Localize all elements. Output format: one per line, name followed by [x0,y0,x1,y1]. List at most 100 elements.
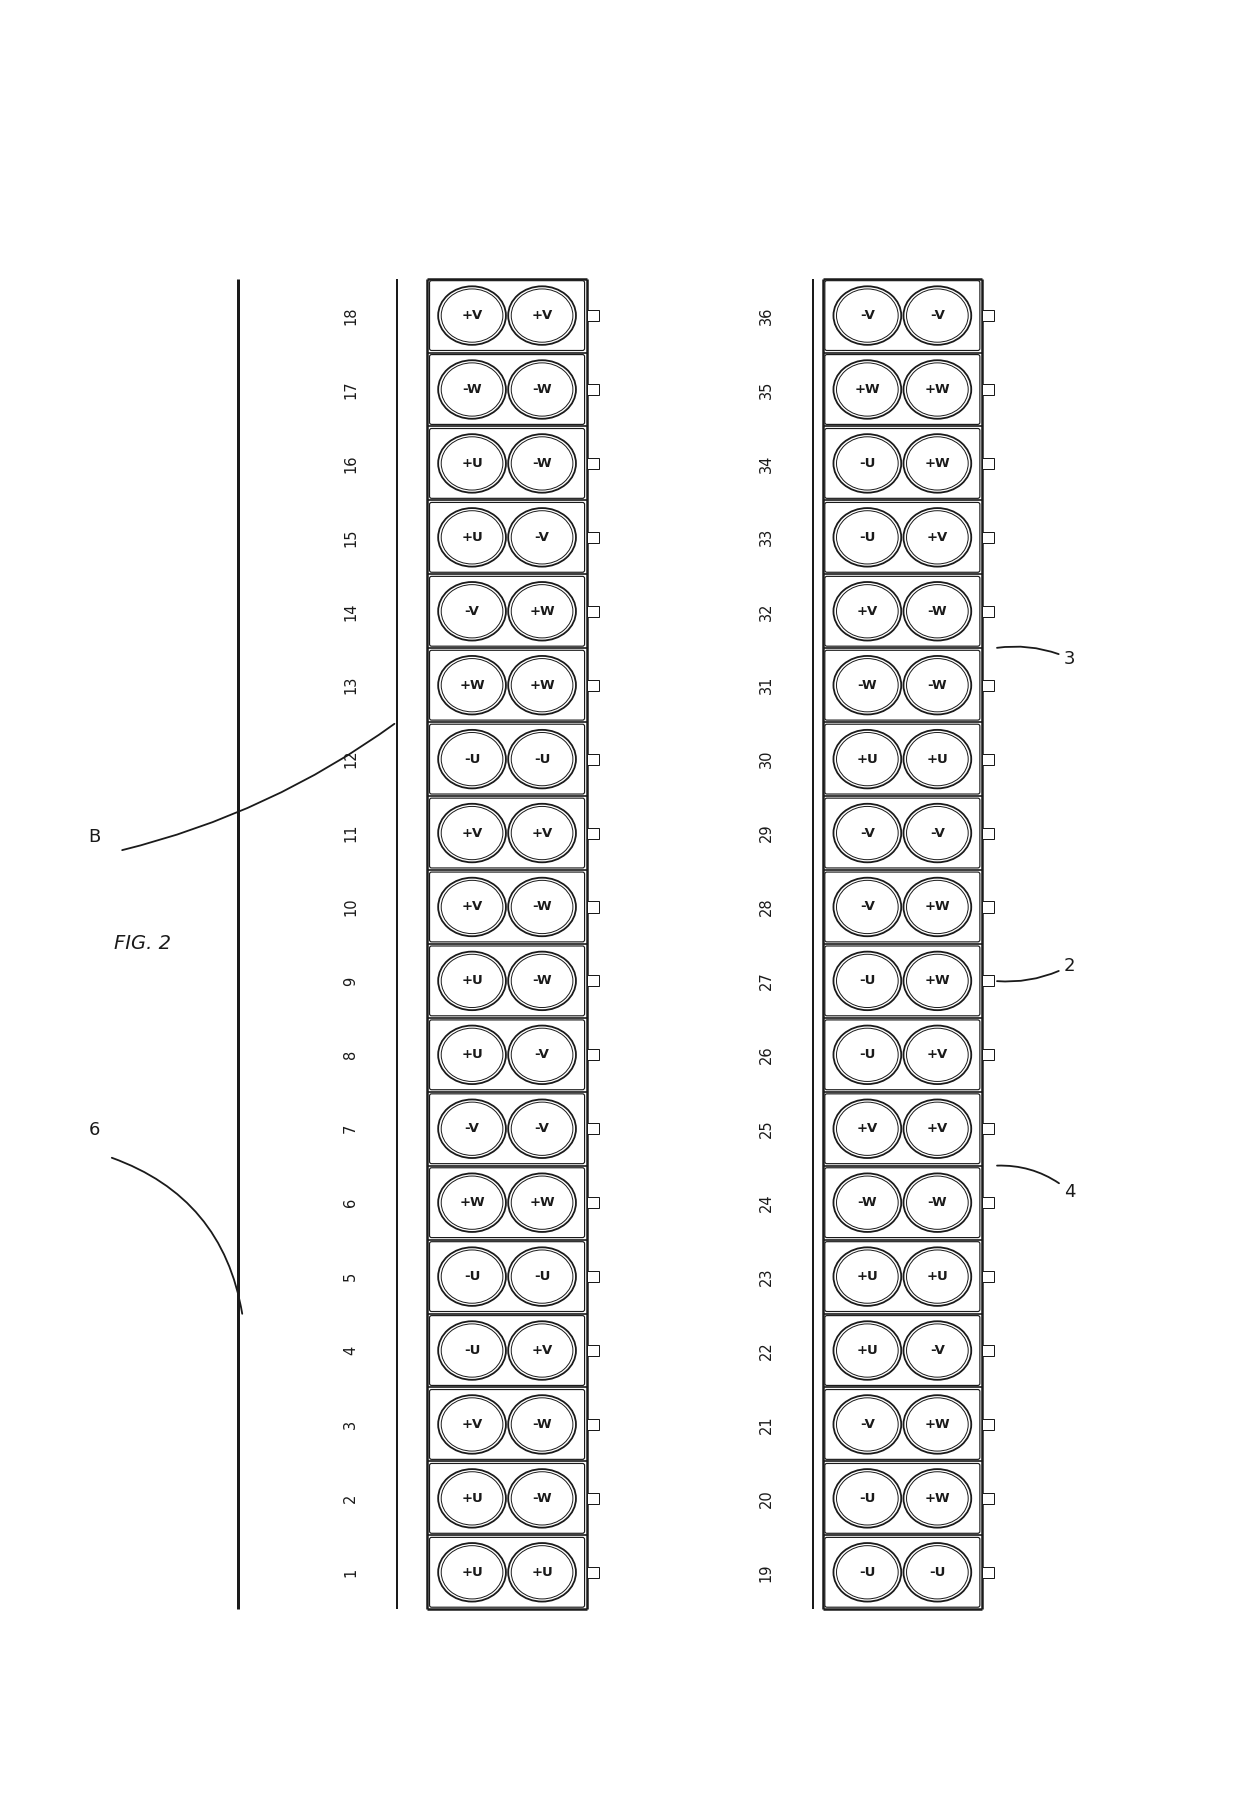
Ellipse shape [906,659,968,712]
Text: -W: -W [532,1493,552,1505]
Ellipse shape [508,1026,575,1084]
Text: +V: +V [532,826,553,839]
Ellipse shape [438,287,506,345]
Text: -V: -V [930,309,945,321]
Ellipse shape [904,1026,971,1084]
Ellipse shape [904,360,971,419]
Ellipse shape [904,434,971,492]
Bar [982,532,994,543]
Ellipse shape [438,581,506,641]
Text: 7: 7 [343,1124,358,1133]
FancyBboxPatch shape [429,503,584,572]
Text: +U: +U [461,1048,482,1061]
Ellipse shape [837,1545,898,1598]
Ellipse shape [511,438,573,490]
Ellipse shape [833,656,901,714]
Ellipse shape [904,1322,971,1380]
Text: 16: 16 [343,454,358,472]
Text: 26: 26 [759,1046,774,1064]
Ellipse shape [511,1177,573,1229]
Text: 2: 2 [997,957,1075,981]
Ellipse shape [441,953,503,1008]
Text: -W: -W [858,1197,877,1209]
Text: +U: +U [531,1565,553,1578]
Bar [982,458,994,469]
Ellipse shape [508,804,575,863]
Ellipse shape [508,434,575,492]
FancyBboxPatch shape [429,1389,584,1460]
Bar [982,754,994,765]
Ellipse shape [438,656,506,714]
Ellipse shape [438,1544,506,1602]
Text: -V: -V [930,826,945,839]
Ellipse shape [904,1395,971,1455]
Text: -U: -U [859,1565,875,1578]
Ellipse shape [511,806,573,859]
Ellipse shape [511,363,573,416]
Text: 31: 31 [759,676,774,694]
Text: -V: -V [534,530,549,543]
Text: -V: -V [534,1048,549,1061]
Ellipse shape [904,730,971,788]
Bar [587,1346,599,1357]
Text: +W: +W [459,1197,485,1209]
Ellipse shape [508,360,575,419]
Bar [587,828,599,839]
Ellipse shape [441,510,503,565]
Ellipse shape [833,804,901,863]
Ellipse shape [441,1249,503,1304]
Text: 33: 33 [759,528,774,547]
Ellipse shape [511,1471,573,1525]
Ellipse shape [837,289,898,341]
FancyBboxPatch shape [825,1464,980,1533]
Ellipse shape [438,1248,506,1306]
Text: 12: 12 [343,750,358,768]
Bar [587,975,599,986]
Ellipse shape [904,508,971,567]
Text: 20: 20 [759,1489,774,1507]
Text: 2: 2 [343,1495,358,1504]
FancyBboxPatch shape [429,946,584,1015]
Ellipse shape [441,1028,503,1082]
Ellipse shape [508,877,575,937]
Ellipse shape [511,289,573,341]
Text: +V: +V [926,1122,949,1135]
Text: -V: -V [859,309,874,321]
Text: -W: -W [928,605,947,617]
Text: 6: 6 [89,1120,100,1139]
Ellipse shape [904,1099,971,1159]
Ellipse shape [511,1028,573,1082]
Ellipse shape [906,1249,968,1304]
Text: -U: -U [929,1565,946,1578]
Ellipse shape [511,732,573,786]
Ellipse shape [833,1322,901,1380]
FancyBboxPatch shape [825,1093,980,1164]
Ellipse shape [833,287,901,345]
Text: 9: 9 [343,977,358,986]
Ellipse shape [906,806,968,859]
Ellipse shape [508,1395,575,1455]
Ellipse shape [904,1544,971,1602]
Text: +V: +V [857,1122,878,1135]
Ellipse shape [906,363,968,416]
Bar [982,311,994,321]
Ellipse shape [441,1471,503,1525]
Text: 14: 14 [343,603,358,621]
Ellipse shape [833,1469,901,1527]
Bar [982,1271,994,1282]
Ellipse shape [837,659,898,712]
Text: 11: 11 [343,824,358,843]
Bar [587,1418,599,1429]
Ellipse shape [906,1545,968,1598]
Text: 3: 3 [343,1420,358,1429]
Ellipse shape [833,952,901,1010]
Text: 27: 27 [759,972,774,990]
Ellipse shape [511,881,573,933]
Ellipse shape [837,438,898,490]
Ellipse shape [906,1398,968,1451]
Ellipse shape [906,289,968,341]
Text: -U: -U [534,752,551,766]
Text: 17: 17 [343,380,358,400]
Ellipse shape [837,510,898,565]
Ellipse shape [833,581,901,641]
